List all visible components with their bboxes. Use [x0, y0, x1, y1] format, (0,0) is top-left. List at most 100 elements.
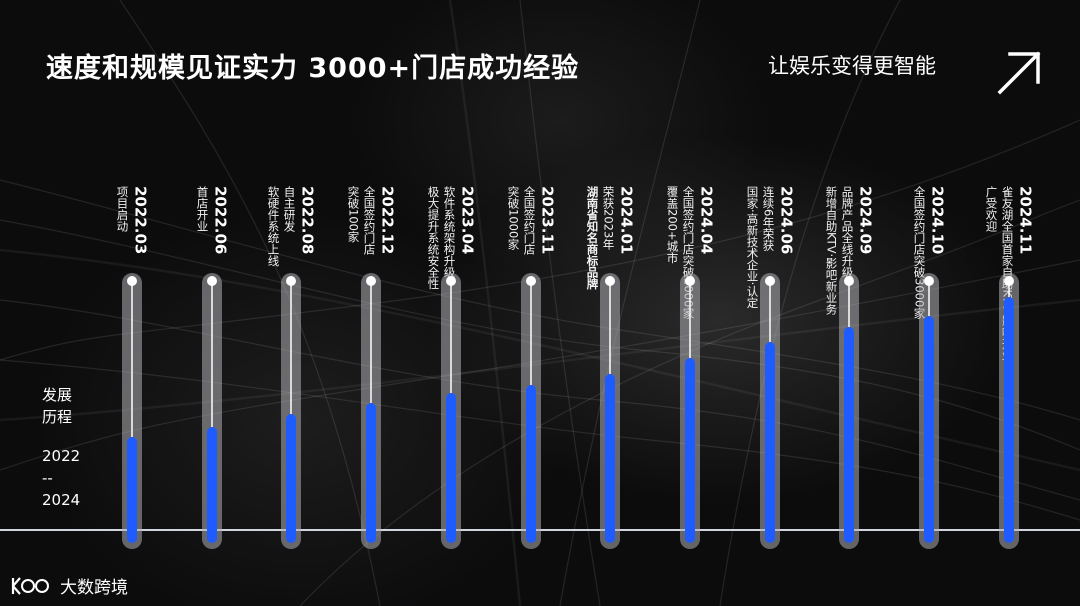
milestone-2024.09: 2024.09 品牌产品全线升级 新增自助KTV·影吧新业务	[825, 0, 875, 606]
progress-track	[202, 273, 222, 549]
milestone-dot	[286, 276, 296, 286]
progress-fill	[685, 358, 695, 543]
milestone-desc: 突破1000家	[506, 186, 521, 250]
milestone-date: 2024.01	[617, 186, 636, 255]
progress-stem	[370, 281, 372, 403]
progress-track	[122, 273, 142, 549]
milestone-dot	[605, 276, 615, 286]
milestone-desc: 极大提升系统安全性	[426, 186, 441, 290]
milestone-2024.01: 2024.01 荣获2023年 湖南省知名商标品牌	[586, 0, 636, 606]
milestone-desc: 首店开业	[195, 186, 210, 232]
milestone-desc: 突破100家	[346, 186, 361, 243]
milestone-desc: 全国签约门店	[522, 186, 537, 255]
milestone-dot	[207, 276, 217, 286]
milestone-date: 2024.10	[928, 186, 947, 255]
milestone-desc: 湖南省知名商标品牌	[585, 186, 600, 290]
milestone-dot	[1004, 276, 1014, 286]
progress-stem	[1008, 281, 1010, 297]
side-label-line2: 历程	[42, 408, 73, 426]
milestone-dot	[765, 276, 775, 286]
milestone-2023.11: 2023.11 全国签约门店 突破1000家	[507, 0, 557, 606]
milestone-desc: 连续6年荣获	[761, 186, 776, 251]
milestone-date: 2023.11	[538, 186, 557, 255]
milestone-text: 2022.03 项目启动	[116, 186, 150, 255]
milestone-desc: 品牌产品全线升级	[840, 186, 855, 278]
milestone-text: 2024.09 品牌产品全线升级 新增自助KTV·影吧新业务	[824, 186, 875, 315]
side-label-line1: 发展	[42, 386, 73, 404]
progress-stem	[211, 281, 213, 427]
page-title: 速度和规模见证实力 3000+门店成功经验	[46, 53, 580, 84]
range-end: 2024	[42, 491, 81, 509]
progress-fill	[844, 327, 854, 543]
progress-track	[760, 273, 780, 549]
milestone-date: 2024.06	[777, 186, 796, 255]
milestone-2024.11: 2024.11雀友湖全国首家自助KTV·影吧开业广受欢迎	[985, 0, 1035, 606]
milestone-2024.10: 2024.10 全国签约门店突破3000家	[913, 0, 947, 606]
milestone-2022.03: 2022.03 项目启动	[116, 0, 150, 606]
progress-stem	[769, 281, 771, 342]
slogan: 让娱乐变得更智能	[768, 54, 936, 78]
progress-track	[281, 273, 301, 549]
milestone-text: 2024.06 连续6年荣获 国家·高新技术企业·认定	[745, 186, 796, 309]
progress-fill	[286, 414, 296, 543]
milestone-date: 2022.06	[211, 186, 230, 255]
milestone-text: 2022.08 自主研发 软硬件系统上线	[266, 186, 317, 267]
milestone-dot	[526, 276, 536, 286]
progress-fill	[526, 385, 536, 543]
range-separator: --	[42, 469, 53, 487]
milestone-dot	[844, 276, 854, 286]
arrow-up-right-icon	[997, 51, 1041, 95]
progress-track	[361, 273, 381, 549]
milestone-text: 2023.11 全国签约门店 突破1000家	[506, 186, 557, 255]
milestone-date: 2022.12	[378, 186, 397, 255]
progress-track	[600, 273, 620, 549]
milestone-dot	[446, 276, 456, 286]
milestone-desc: 自主研发	[282, 186, 297, 232]
milestone-dot	[685, 276, 695, 286]
milestone-date: 2024.04	[697, 186, 716, 255]
progress-stem	[530, 281, 532, 385]
milestone-text: 2022.06 首店开业	[195, 186, 230, 255]
progress-track	[919, 273, 939, 549]
milestone-desc: 广受欢迎	[984, 186, 999, 232]
milestone-desc: 新增自助KTV·影吧新业务	[824, 186, 839, 315]
milestone-date: 2024.11	[1016, 186, 1035, 255]
milestone-dot	[127, 276, 137, 286]
progress-track	[839, 273, 859, 549]
progress-fill	[924, 316, 934, 543]
milestone-desc: 覆盖200+城市	[665, 186, 680, 264]
milestone-dot	[366, 276, 376, 286]
milestone-date: 2022.08	[298, 186, 317, 255]
milestone-2024.04: 2024.04 全国签约门店突破2000家 覆盖200+城市	[666, 0, 716, 606]
progress-stem	[131, 281, 133, 437]
progress-fill	[127, 437, 137, 543]
progress-stem	[848, 281, 850, 327]
milestone-2022.06: 2022.06 首店开业	[195, 0, 230, 606]
progress-stem	[450, 281, 452, 393]
milestone-dot	[924, 276, 934, 286]
progress-fill	[605, 374, 615, 543]
progress-fill	[207, 427, 217, 543]
brand-mark-icon	[11, 576, 49, 595]
progress-stem	[609, 281, 611, 374]
range-start: 2022	[42, 447, 81, 465]
progress-stem	[290, 281, 292, 414]
milestone-text: 2022.12 全国签约门店 突破100家	[346, 186, 397, 255]
progress-fill	[1004, 297, 1014, 543]
progress-fill	[366, 403, 376, 543]
milestone-desc: 国家·高新技术企业·认定	[745, 186, 760, 309]
progress-track	[521, 273, 541, 549]
milestone-desc: 软件系统架构升级	[442, 186, 457, 278]
milestone-desc: 荣获2023年	[601, 186, 616, 250]
milestone-2022.12: 2022.12 全国签约门店 突破100家	[347, 0, 397, 606]
brand-name: 大数跨境	[60, 578, 128, 598]
progress-stem	[689, 281, 691, 358]
progress-stem	[928, 281, 930, 316]
brand-logo: 大数跨境	[10, 573, 128, 598]
milestone-date: 2022.03	[131, 186, 150, 255]
progress-track	[999, 273, 1019, 549]
progress-track	[441, 273, 461, 549]
milestone-desc: 软硬件系统上线	[266, 186, 281, 267]
progress-track	[680, 273, 700, 549]
